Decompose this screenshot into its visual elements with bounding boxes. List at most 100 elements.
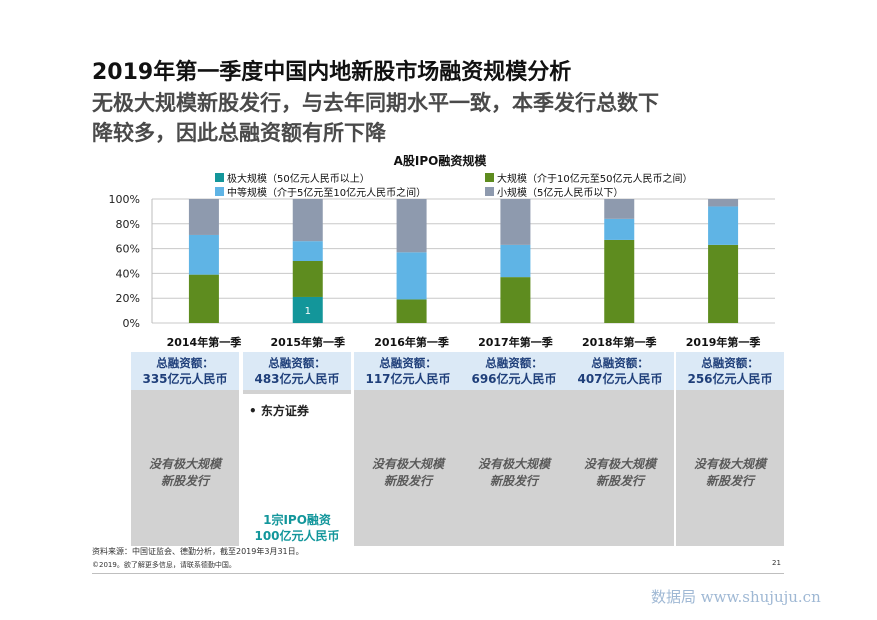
- legend-item-small: 小规模（5亿元人民币以下）: [485, 184, 623, 199]
- page-subtitle-line2: 降较多，因此总融资额有所下降: [92, 121, 386, 145]
- no-mega-ipo-note: 没有极大规模 新股发行: [131, 456, 239, 490]
- quarter-panel: 总融资额： 483亿元人民币 • 东方证券 1宗IPO融资 100亿元人民币: [243, 352, 351, 546]
- note-line1: 没有极大规模: [477, 457, 550, 471]
- legend-label: 极大规模（50亿元人民币以上）: [227, 174, 370, 185]
- quarter-panel: 总融资额： 117亿元人民币 没有极大规模 新股发行: [354, 352, 462, 546]
- bar-data-label: 1: [305, 306, 311, 317]
- bar-medium: [188, 234, 219, 275]
- quarter-panel: 总融资额： 407亿元人民币没有极大规模 新股发行: [566, 352, 674, 546]
- panel-header: 总融资额： 696亿元人民币: [460, 352, 568, 390]
- bar-large: [292, 261, 323, 297]
- note-line2: 新股发行: [705, 474, 754, 488]
- legend-label: 中等规模（介于5亿元至10亿元人民币之间）: [227, 188, 427, 199]
- total-financing-amount: 483亿元人民币: [254, 372, 340, 386]
- quarter-panel: 总融资额： 256亿元人民币 没有极大规模 新股发行: [676, 352, 784, 546]
- legend-item-medium: 中等规模（介于5亿元至10亿元人民币之间）: [215, 184, 426, 199]
- note-line2: 新股发行: [383, 474, 432, 488]
- bar-medium: [500, 244, 531, 278]
- total-financing-amount: 696亿元人民币: [471, 372, 557, 386]
- source-note: 资料来源：中国证监会、德勤分析，截至2019年3月31日。: [92, 547, 304, 556]
- legend-swatch-extra-large: [215, 173, 224, 182]
- bar-extra_large: [292, 296, 323, 323]
- y-tick-label: 20%: [116, 292, 140, 305]
- quarter-panel: 总融资额： 335亿元人民币 没有极大规模 新股发行: [131, 352, 239, 546]
- bar-small: [188, 199, 219, 235]
- bar-small: [500, 199, 531, 245]
- total-financing-label: 总融资额：: [379, 356, 437, 370]
- bar-small: [396, 199, 427, 253]
- slide-title: 2019年第一季度中国内地新股市场融资规模分析 无极大规模新股发行，与去年同期水…: [92, 58, 812, 148]
- x-category-label: 2016年第一季: [374, 335, 450, 349]
- chart-title: A股IPO融资规模: [393, 154, 487, 168]
- total-financing-label: 总融资额：: [701, 356, 759, 370]
- footer-divider: [92, 573, 784, 574]
- total-financing-label: 总融资额：: [156, 356, 214, 370]
- panel-header: 总融资额： 483亿元人民币: [243, 352, 351, 390]
- watermark: 数据局 www.shujuju.cn: [651, 588, 821, 606]
- x-category-label: 2015年第一季: [270, 335, 346, 349]
- no-mega-ipo-note: 没有极大规模 新股发行: [676, 456, 784, 490]
- mega-ipo-amount: 100亿元人民币: [254, 529, 340, 543]
- bar-large: [188, 274, 219, 323]
- bar-medium: [292, 241, 323, 261]
- note-line2: 新股发行: [595, 474, 644, 488]
- bar-large: [500, 277, 531, 323]
- note-line1: 没有极大规模: [371, 457, 444, 471]
- bullet-item: • 东方证券: [249, 404, 309, 418]
- legend-swatch-small: [485, 187, 494, 196]
- y-tick-label: 40%: [116, 267, 140, 280]
- panel-body: 没有极大规模 新股发行: [460, 394, 568, 546]
- x-category-label: 2014年第一季: [167, 335, 243, 349]
- bar-large: [708, 244, 739, 323]
- page-subtitle-line1: 无极大规模新股发行，与去年同期水平一致，本季发行总数下: [92, 91, 659, 115]
- legend-label: 小规模（5亿元人民币以下）: [497, 188, 624, 199]
- note-line2: 新股发行: [160, 474, 209, 488]
- x-category-label: 2017年第一季: [478, 335, 554, 349]
- note-line1: 没有极大规模: [583, 457, 656, 471]
- quarter-panel: 总融资额： 696亿元人民币 没有极大规模 新股发行: [460, 352, 568, 546]
- bar-large: [396, 299, 427, 323]
- legend-item-extra-large: 极大规模（50亿元人民币以上）: [215, 170, 370, 185]
- x-category-label: 2019年第一季: [686, 335, 762, 349]
- panel-body: • 东方证券 1宗IPO融资 100亿元人民币: [243, 394, 351, 546]
- total-financing-label: 总融资额：: [591, 356, 649, 370]
- total-financing-amount: 117亿元人民币: [365, 372, 451, 386]
- chart-legend: 极大规模（50亿元人民币以上） 大规模（介于10亿元至50亿元人民币之间） 中等…: [215, 170, 775, 199]
- total-financing-amount: 335亿元人民币: [142, 372, 228, 386]
- bar-small: [708, 199, 739, 207]
- legend-swatch-large: [485, 173, 494, 182]
- no-mega-ipo-note: 没有极大规模 新股发行: [460, 456, 568, 490]
- total-financing-label: 总融资额：: [485, 356, 543, 370]
- bar-large: [604, 239, 635, 323]
- bar-small: [292, 199, 323, 242]
- legend-label: 大规模（介于10亿元至50亿元人民币之间）: [497, 174, 693, 185]
- note-line1: 没有极大规模: [693, 457, 766, 471]
- legend-item-large: 大规模（介于10亿元至50亿元人民币之间）: [485, 170, 692, 185]
- bar-medium: [604, 218, 635, 240]
- bar-medium: [708, 206, 739, 245]
- note-line1: 没有极大规模: [148, 457, 221, 471]
- panel-header: 总融资额： 407亿元人民币: [566, 352, 674, 390]
- y-tick-label: 60%: [116, 243, 140, 256]
- panel-body: 没有极大规模 新股发行: [131, 394, 239, 546]
- note-line2: 新股发行: [489, 474, 538, 488]
- mega-ipo-note: 1宗IPO融资 100亿元人民币: [243, 512, 351, 544]
- mega-ipo-count: 1宗IPO融资: [263, 513, 331, 527]
- copyright-note: ©2019。欲了解更多信息，请联系德勤中国。: [92, 561, 236, 569]
- panel-body: 没有极大规模 新股发行: [354, 394, 462, 546]
- panel-body: 没有极大规模 新股发行: [676, 394, 784, 546]
- panel-body: 没有极大规模 新股发行: [566, 394, 674, 546]
- panel-header: 总融资额： 117亿元人民币: [354, 352, 462, 390]
- panel-header: 总融资额： 256亿元人民币: [676, 352, 784, 390]
- total-financing-label: 总融资额：: [268, 356, 326, 370]
- x-category-label: 2018年第一季: [582, 335, 658, 349]
- total-financing-amount: 256亿元人民币: [687, 372, 773, 386]
- bar-small: [604, 199, 635, 219]
- page-number: 21: [772, 559, 781, 567]
- y-tick-label: 0%: [123, 317, 140, 330]
- legend-swatch-medium: [215, 187, 224, 196]
- page-title: 2019年第一季度中国内地新股市场融资规模分析: [92, 60, 572, 85]
- no-mega-ipo-note: 没有极大规模 新股发行: [354, 456, 462, 490]
- no-mega-ipo-note: 没有极大规模 新股发行: [566, 456, 674, 490]
- bar-medium: [396, 252, 427, 300]
